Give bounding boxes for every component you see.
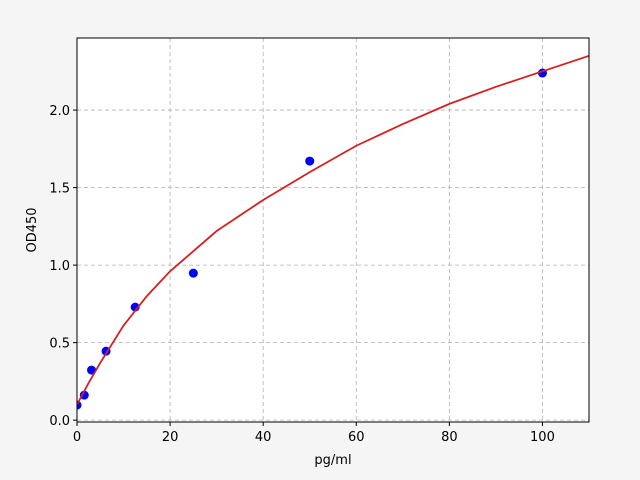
y-axis-label: OD450 — [25, 207, 40, 252]
data-point — [79, 390, 89, 400]
data-point — [188, 268, 198, 278]
y-tick-label: 2.0 — [49, 104, 70, 119]
x-tick-label: 60 — [348, 430, 365, 445]
y-tick-label: 0.0 — [49, 414, 70, 429]
data-point — [305, 156, 315, 166]
x-axis-label: pg/ml — [314, 453, 351, 468]
y-tick-label: 1.5 — [49, 182, 70, 197]
fit-curve — [77, 54, 589, 406]
plot-area — [77, 38, 589, 422]
y-tick-label: 1.0 — [49, 259, 70, 274]
x-tick-label: 20 — [162, 430, 179, 445]
x-tick-label: 100 — [530, 430, 555, 445]
x-tick-label: 80 — [441, 430, 458, 445]
marks — [77, 54, 589, 410]
plot-frame — [76, 37, 590, 423]
x-tick-label: 0 — [73, 430, 81, 445]
y-tick-label: 0.5 — [49, 337, 70, 352]
x-tick-label: 40 — [255, 430, 272, 445]
